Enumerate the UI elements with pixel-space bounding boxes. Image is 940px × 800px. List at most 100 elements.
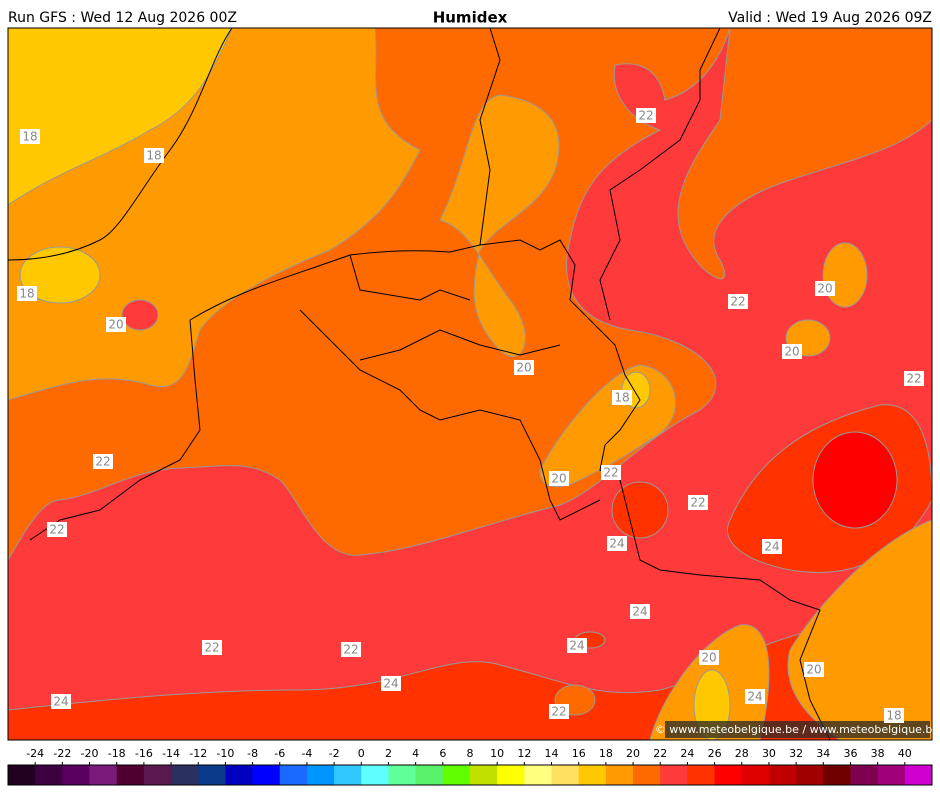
colorbar-swatch: [306, 765, 335, 785]
contour-label: 24: [632, 605, 647, 619]
contour-label: 20: [701, 651, 716, 665]
contour-label-box: [106, 317, 126, 332]
colorbar-swatch: [796, 765, 824, 785]
colorbar-swatch: [877, 765, 906, 785]
colorbar-label: 32: [789, 747, 803, 760]
colorbar-label: 38: [871, 747, 885, 760]
contour-label-box: [745, 689, 765, 704]
contour-label: 20: [784, 345, 799, 359]
colorbar-label: 30: [762, 747, 776, 760]
colorbar-label: 26: [708, 747, 722, 760]
contour-label-box: [17, 286, 37, 301]
contour-label: 18: [19, 287, 34, 301]
colorbar-swatch: [741, 765, 770, 785]
contour-label-box: [341, 642, 361, 657]
colorbar-label: 10: [490, 747, 504, 760]
colorbar-swatch: [470, 765, 498, 785]
colorbar-swatch: [35, 765, 63, 785]
colorbar-swatch: [361, 765, 389, 785]
colorbar-label: 34: [816, 747, 830, 760]
credit: © www.meteobelgique.be / www.meteobelgiq…: [655, 723, 940, 736]
colorbar-label: 40: [898, 747, 912, 760]
colorbar-label: 20: [626, 747, 640, 760]
colorbar-label: -22: [53, 747, 71, 760]
contour-label: 22: [906, 372, 921, 386]
contour-label: 22: [49, 523, 64, 537]
contour-label: 22: [603, 466, 618, 480]
contour-label: 24: [569, 639, 584, 653]
colorbar-label: 18: [599, 747, 613, 760]
colorbar-swatch: [768, 765, 797, 785]
contour-label-box: [381, 676, 401, 691]
colorbar-swatch: [904, 765, 933, 785]
contour-label-box: [47, 522, 67, 537]
colorbar-label: -6: [274, 747, 285, 760]
colorbar-swatch: [171, 765, 199, 785]
colorbar-swatch: [252, 765, 281, 785]
contour-label-box: [607, 536, 627, 551]
colorbar-swatch: [660, 765, 688, 785]
contour-label-box: [884, 708, 904, 723]
contour-label: 20: [551, 472, 566, 486]
contour-label: 18: [146, 149, 161, 163]
contour-label-box: [762, 539, 782, 554]
colorbar-label: 28: [735, 747, 749, 760]
contour-label-box: [144, 148, 164, 163]
contour-label-box: [728, 294, 748, 309]
contour-label: 18: [22, 130, 37, 144]
colorbar-swatch: [415, 765, 444, 785]
contour-label: 24: [609, 537, 624, 551]
contour-label-box: [630, 604, 650, 619]
contour-label-box: [904, 371, 924, 386]
colorbar-label: 22: [653, 747, 667, 760]
colorbar-label: 24: [680, 747, 694, 760]
colorbar-swatch: [116, 765, 145, 785]
valid-label: Valid : Wed 19 Aug 2026 09Z: [728, 10, 932, 26]
colorbar-label: -4: [301, 747, 312, 760]
colorbar-swatch: [687, 765, 716, 785]
colorbar-label: -24: [26, 747, 44, 760]
colorbar-swatch: [198, 765, 226, 785]
contour-label: 22: [690, 496, 705, 510]
colorbar-label: 0: [358, 747, 365, 760]
colorbar-swatch: [524, 765, 553, 785]
contour-label: 22: [730, 295, 745, 309]
credit-box: [665, 721, 930, 738]
colorbar-label: 14: [545, 747, 559, 760]
contour-label: 22: [95, 455, 110, 469]
map-frame: [7, 27, 933, 741]
colorbar-label: 16: [572, 747, 586, 760]
colorbar-swatch: [714, 765, 743, 785]
colorbar-label: 4: [412, 747, 419, 760]
contour-label: 22: [551, 705, 566, 719]
contour-label: 24: [53, 695, 68, 709]
contour-label: 20: [516, 361, 531, 375]
contour-label-box: [782, 344, 802, 359]
contour-label: 22: [204, 641, 219, 655]
contour-label-box: [601, 465, 621, 480]
colorbar-label: -20: [81, 747, 99, 760]
contour-label-box: [549, 704, 569, 719]
contour-label: 24: [764, 540, 779, 554]
colorbar-swatch: [497, 765, 525, 785]
colorbar-swatch: [143, 765, 172, 785]
colorbar-swatch: [823, 765, 851, 785]
contour-label-box: [549, 471, 569, 486]
contour-label: 18: [614, 391, 629, 405]
contour-label-box: [51, 694, 71, 709]
contour-label-box: [636, 108, 656, 123]
colorbar-swatch: [442, 765, 471, 785]
colorbar-swatch: [279, 765, 308, 785]
contour-label-box: [514, 360, 534, 375]
colorbar-label: 6: [439, 747, 446, 760]
contour-label: 24: [383, 677, 398, 691]
contour-label-box: [93, 454, 113, 469]
colorbar-swatch: [62, 765, 91, 785]
contour-label: 20: [108, 318, 123, 332]
colorbar-swatch: [8, 765, 36, 785]
contour-label-box: [20, 129, 40, 144]
contour-label-box: [567, 638, 587, 653]
colorbar-label: -8: [247, 747, 258, 760]
contour-label-box: [699, 650, 719, 665]
